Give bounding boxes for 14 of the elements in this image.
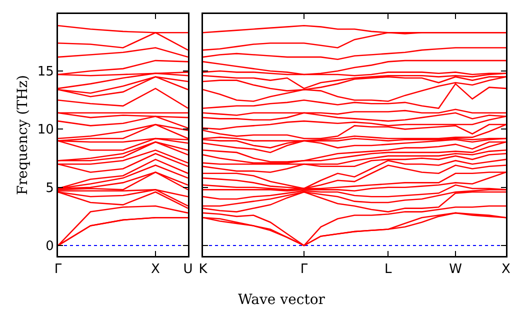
y-tick-label: 15: [37, 64, 54, 80]
x-axis-title: Wave vector: [238, 292, 326, 308]
x-tick-label: X: [502, 262, 511, 278]
x-tick-label: L: [384, 262, 393, 278]
x-tick-label: Γ: [54, 262, 62, 278]
x-tick-label: X: [151, 262, 160, 278]
x-tick-label: Γ: [300, 262, 308, 278]
x-tick-label: W: [449, 262, 462, 278]
x-tick-label: U: [183, 262, 193, 278]
y-tick-label: 0: [46, 239, 54, 254]
y-tick-label: 5: [46, 180, 54, 196]
y-axis-title: Frequency (THz): [15, 74, 32, 196]
x-tick-label: K: [198, 262, 208, 278]
y-tick-label: 10: [37, 122, 54, 138]
